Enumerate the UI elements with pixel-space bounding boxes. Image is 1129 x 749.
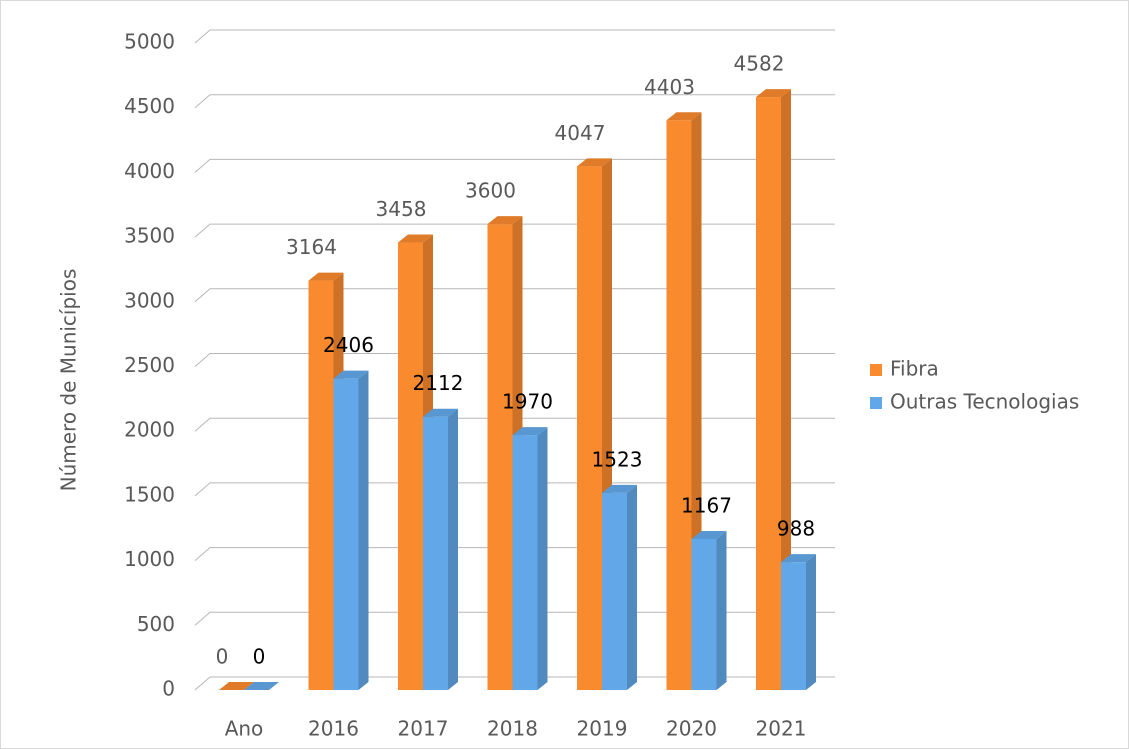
bar-top — [756, 89, 791, 98]
bar-top — [512, 427, 548, 436]
data-label: 1523 — [592, 447, 643, 471]
data-label: 3458 — [376, 197, 427, 221]
bar — [398, 242, 423, 691]
x-tick-label: 2021 — [756, 717, 807, 741]
y-tick-label: 3000 — [124, 288, 175, 312]
legend-swatch — [870, 397, 882, 409]
legend-swatch — [870, 364, 882, 376]
y-tick-label: 4000 — [124, 159, 175, 183]
bar-top — [423, 408, 458, 417]
bar-side — [358, 370, 369, 690]
bar-top — [666, 112, 702, 121]
y-tick-label: 4500 — [124, 94, 175, 118]
data-label: 4047 — [555, 121, 606, 145]
bar — [781, 562, 806, 690]
grid-line — [194, 417, 835, 432]
bar — [512, 435, 538, 690]
bar-side — [806, 554, 816, 690]
grid-line — [194, 158, 835, 173]
data-label: 4582 — [734, 52, 785, 76]
bar-side — [716, 530, 727, 690]
y-axis-title: Número de Municípios — [57, 269, 81, 492]
bar — [423, 416, 448, 690]
y-tick-label: 500 — [137, 612, 175, 636]
y-tick-label: 2500 — [124, 353, 175, 377]
x-tick-label: 2017 — [398, 717, 449, 741]
bar-top — [308, 272, 344, 281]
y-tick-label: 2000 — [124, 418, 175, 442]
data-label: 0 — [253, 645, 266, 669]
bar — [487, 224, 513, 690]
y-tick-label: 3500 — [124, 224, 175, 248]
grid-line — [194, 29, 835, 44]
bar — [756, 97, 781, 690]
legend-label: Fibra — [890, 357, 939, 381]
bar-top — [398, 234, 433, 243]
data-label: 2406 — [323, 333, 374, 357]
data-label: 988 — [777, 517, 815, 541]
data-label: 3600 — [465, 179, 516, 203]
y-tick-label: 1500 — [124, 482, 175, 506]
bar-top — [487, 216, 523, 225]
data-label: 2112 — [413, 371, 464, 395]
x-tick-label: 2020 — [666, 717, 717, 741]
bar — [577, 166, 602, 690]
bar-side — [448, 408, 458, 690]
bar-top — [602, 484, 637, 493]
data-label: 3164 — [286, 235, 337, 259]
bar — [666, 120, 692, 690]
grid-line — [194, 94, 835, 109]
bar — [308, 280, 334, 690]
x-tick-label: Ano — [225, 717, 264, 741]
grid-line — [194, 482, 835, 497]
bar — [691, 538, 717, 690]
x-tick-label: 2018 — [487, 717, 538, 741]
bar-top — [781, 554, 816, 563]
y-tick-label: 5000 — [124, 30, 175, 54]
data-label: 0 — [216, 645, 229, 669]
x-tick-label: 2019 — [577, 717, 628, 741]
y-tick-label: 1000 — [124, 547, 175, 571]
x-tick-label: 2016 — [308, 717, 359, 741]
data-label: 1167 — [681, 493, 732, 517]
bar — [333, 378, 359, 690]
legend-label: Outras Tecnologias — [890, 390, 1079, 414]
y-tick-label: 0 — [162, 677, 175, 701]
bar-top — [691, 530, 727, 539]
bar-top — [333, 370, 369, 379]
bar-top — [577, 158, 612, 167]
bar-side — [537, 427, 548, 690]
bar-top — [244, 682, 279, 690]
grid-line — [194, 353, 835, 367]
bar-side — [781, 89, 791, 690]
bar-side — [627, 484, 637, 690]
bar — [602, 492, 627, 690]
bar-top — [219, 682, 254, 690]
data-label: 4403 — [644, 75, 695, 99]
grid-line — [194, 223, 835, 238]
data-label: 1970 — [502, 390, 553, 414]
grid-line — [194, 288, 835, 303]
